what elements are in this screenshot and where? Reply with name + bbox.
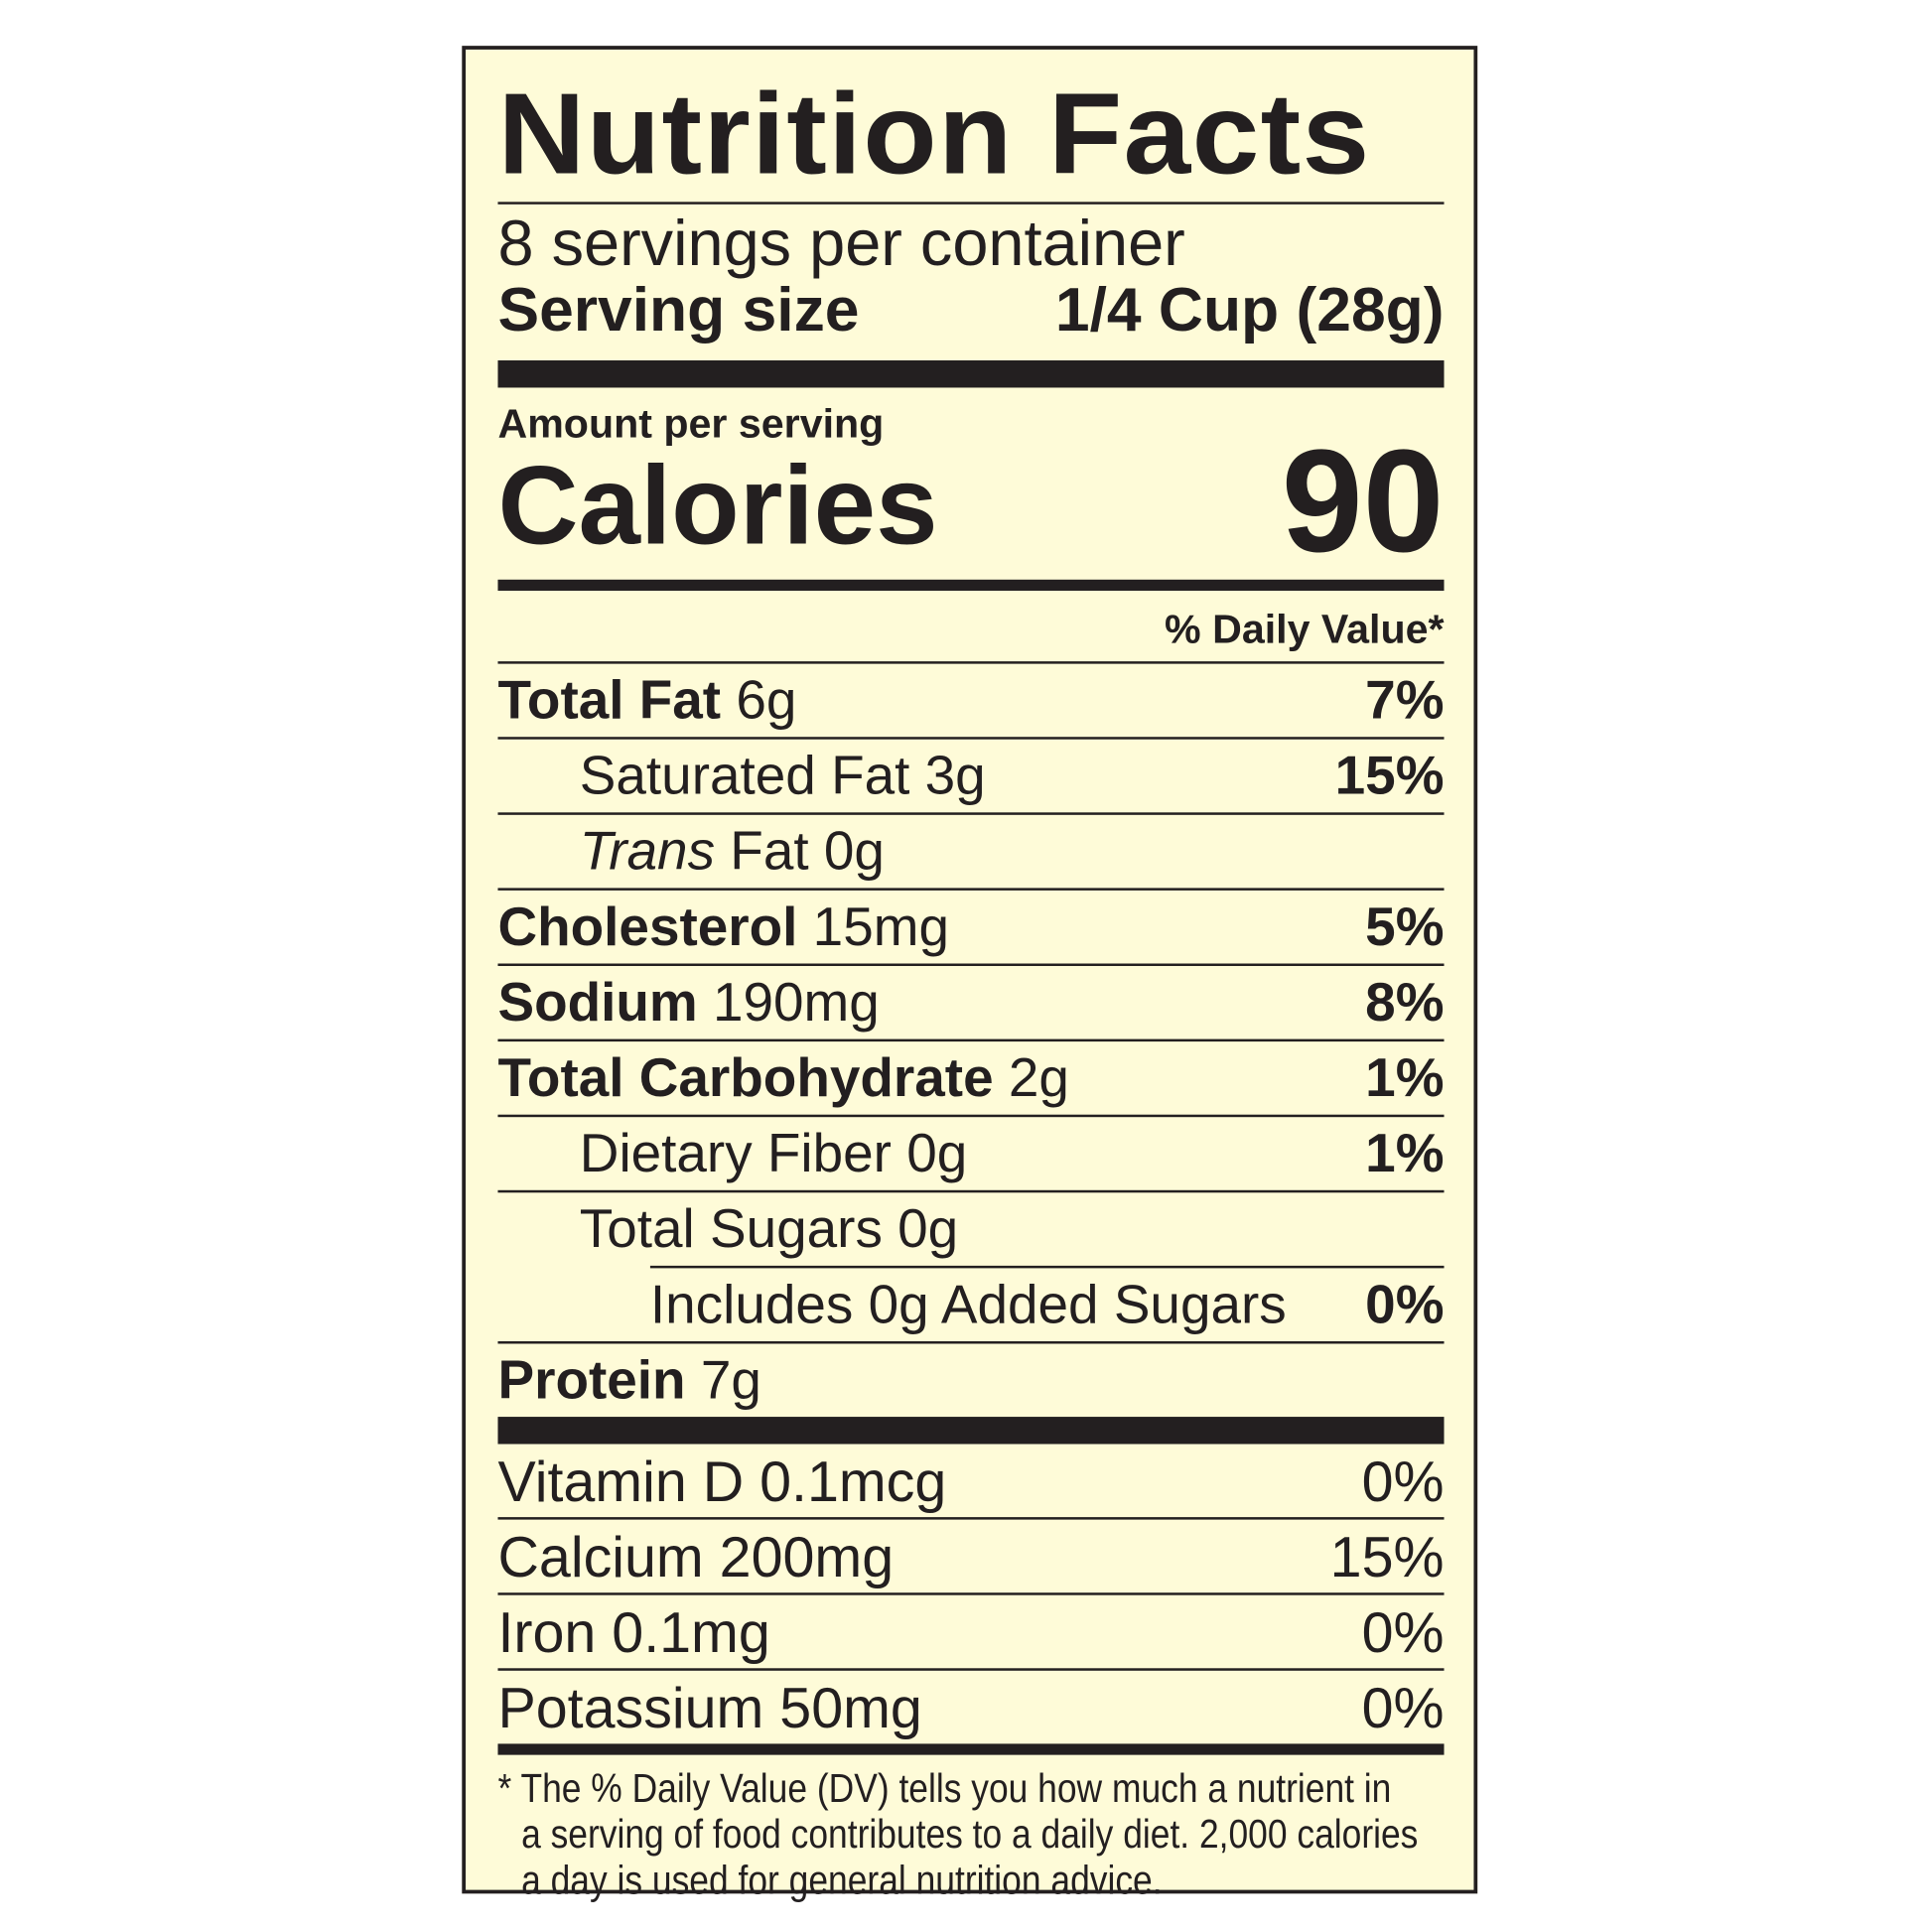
nutrient-amount: 190mg <box>712 971 880 1033</box>
servings-per-container: 8 servings per container <box>497 207 1185 280</box>
divider <box>497 202 1445 205</box>
nutrient-name: Total Carbohydrate <box>497 1046 994 1108</box>
nutrient-dv: 0% <box>1365 1273 1445 1335</box>
daily-value-header: % Daily Value* <box>1165 605 1445 652</box>
vitamin-dv: 0% <box>1361 1599 1445 1664</box>
medium-divider <box>497 579 1445 592</box>
amount-per-serving: Amount per serving <box>497 399 885 447</box>
nutrient-name-rest: Fat <box>730 820 809 882</box>
nutrition-facts-label: Nutrition Facts 8 servings per container… <box>462 46 1478 1902</box>
thick-divider <box>497 1417 1445 1445</box>
nutrient-amount: 2g <box>1008 1046 1069 1108</box>
nutrient-amount: 15mg <box>812 896 949 957</box>
nutrient-row-saturated-fat: Saturated Fat 3g 15% <box>497 737 1445 812</box>
serving-size-value: 1/4 Cup (28g) <box>1054 274 1445 345</box>
vitamin-row: Calcium 200mg 15% <box>497 1517 1445 1592</box>
nutrient-dv: 1% <box>1365 1122 1445 1183</box>
vitamin-text: Vitamin D 0.1mcg <box>497 1448 947 1513</box>
nutrient-name: Total Sugars <box>579 1197 883 1260</box>
vitamin-row: Iron 0.1mg 0% <box>497 1592 1445 1668</box>
calories-value: 90 <box>1281 419 1445 584</box>
nutrient-row-trans-fat: Trans Fat 0g <box>497 812 1445 888</box>
vitamin-dv: 15% <box>1329 1523 1445 1588</box>
nutrient-amount: 6g <box>736 669 797 731</box>
nutrient-amount: 3g <box>924 745 986 806</box>
nutrient-row-dietary-fiber: Dietary Fiber 0g 1% <box>497 1114 1445 1190</box>
vitamin-text: Potassium 50mg <box>497 1675 922 1740</box>
nutrient-row-total-fat: Total Fat 6g 7% <box>497 661 1445 737</box>
label-title: Nutrition Facts <box>497 69 1371 199</box>
serving-size: Serving size 1/4 Cup (28g) <box>497 279 1444 341</box>
nutrient-dv: 7% <box>1365 669 1445 731</box>
calories-label: Calories <box>497 444 938 569</box>
nutrient-row-total-sugars: Total Sugars 0g <box>497 1189 1445 1266</box>
nutrient-row-added-sugars: Includes 0g Added Sugars 0% <box>649 1265 1445 1341</box>
nutrient-name: Sodium <box>497 971 698 1033</box>
footnote: * The % Daily Value (DV) tells you how m… <box>497 1765 1435 1902</box>
nutrient-dv: 1% <box>1365 1046 1445 1108</box>
vitamin-dv: 0% <box>1361 1675 1445 1740</box>
nutrient-name: Saturated Fat <box>579 745 910 806</box>
nutrient-amount: 0g <box>897 1197 959 1260</box>
vitamin-row: Vitamin D 0.1mcg 0% <box>497 1445 1444 1518</box>
vitamin-row: Potassium 50mg 0% <box>497 1668 1445 1743</box>
nutrient-name: Trans <box>579 820 716 882</box>
nutrient-name: Protein <box>497 1349 686 1411</box>
serving-size-label: Serving size <box>497 274 860 345</box>
nutrient-amount: 0g <box>823 820 885 882</box>
nutrient-row-total-carbohydrate: Total Carbohydrate 2g 1% <box>497 1038 1445 1115</box>
vitamin-text: Calcium 200mg <box>497 1523 895 1588</box>
thick-divider <box>497 360 1445 388</box>
nutrient-name: Total Fat <box>497 669 722 731</box>
nutrient-row-protein: Protein 7g <box>497 1340 1445 1417</box>
nutrient-amount: 0g <box>906 1122 968 1183</box>
nutrient-row-sodium: Sodium 190mg 8% <box>497 963 1445 1039</box>
nutrient-dv: 15% <box>1334 745 1445 806</box>
vitamin-text: Iron 0.1mg <box>497 1599 770 1664</box>
vitamin-dv: 0% <box>1361 1448 1445 1513</box>
footnote-line: * The % Daily Value (DV) tells you how m… <box>497 1764 1392 1811</box>
nutrient-name: Cholesterol <box>497 896 798 957</box>
nutrient-dv: 8% <box>1365 971 1445 1033</box>
medium-divider <box>497 1743 1445 1755</box>
footnote-line: a serving of food contributes to a daily… <box>521 1810 1419 1857</box>
nutrient-name: Includes 0g Added Sugars <box>649 1273 1287 1335</box>
nutrient-amount: 7g <box>700 1349 761 1411</box>
footnote-line: a day is used for general nutrition advi… <box>521 1856 1163 1903</box>
nutrient-name: Dietary Fiber <box>579 1122 892 1183</box>
nutrient-row-cholesterol: Cholesterol 15mg 5% <box>497 888 1445 963</box>
nutrient-dv: 5% <box>1365 896 1445 957</box>
calories-row: Calories 90 <box>497 429 1444 575</box>
